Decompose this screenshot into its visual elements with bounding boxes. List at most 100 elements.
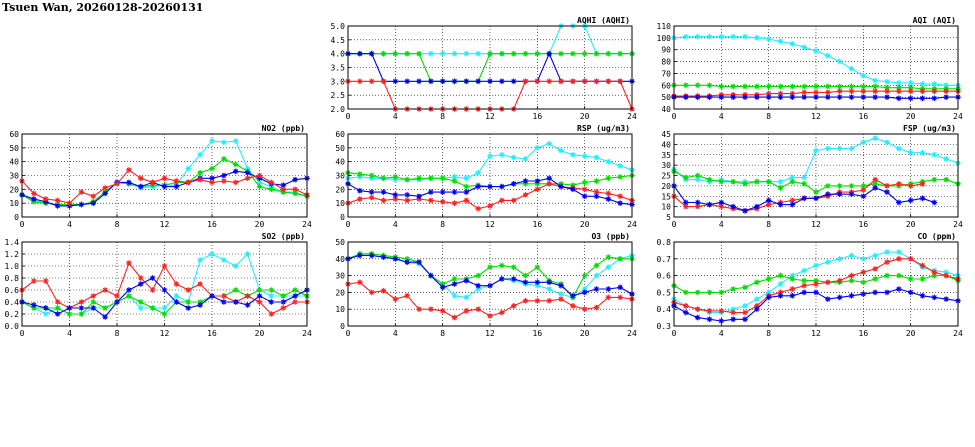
data-point [605, 254, 612, 260]
data-point [197, 151, 203, 158]
data-point [801, 195, 807, 202]
data-point [896, 249, 902, 255]
data-point [439, 308, 446, 314]
data-point [836, 145, 843, 152]
data-point [872, 289, 878, 296]
data-point [570, 151, 576, 158]
data-point [765, 294, 772, 301]
data-point [801, 94, 807, 100]
data-point [209, 293, 215, 299]
chart-title: AQHI (AQHI) [577, 16, 630, 25]
data-point [943, 296, 949, 302]
data-point [789, 201, 796, 208]
data-point [919, 195, 926, 202]
plot-frame [21, 241, 308, 327]
data-point [617, 200, 623, 206]
data-point [268, 287, 275, 293]
x-tick-label: 4 [719, 220, 724, 229]
data-point [292, 190, 298, 197]
data-point [872, 176, 878, 183]
data-point [860, 269, 867, 276]
data-point [860, 187, 867, 193]
series-line [673, 137, 959, 183]
data-point [931, 294, 938, 301]
data-point [66, 200, 73, 206]
data-point [256, 183, 263, 190]
data-point [66, 305, 73, 311]
data-point [463, 175, 470, 182]
data-point [683, 289, 689, 296]
y-tick-label: 0.0 [5, 322, 20, 331]
data-point [463, 50, 470, 57]
data-point [149, 179, 156, 186]
data-point [439, 281, 446, 287]
data-point [126, 260, 132, 266]
x-tick-label: 16 [859, 329, 869, 338]
data-point [789, 276, 796, 282]
data-point [718, 83, 725, 90]
data-point [102, 287, 108, 293]
data-point [836, 58, 843, 65]
data-point [754, 306, 760, 312]
data-point [475, 286, 481, 292]
x-tick-label: 24 [953, 220, 963, 229]
data-point [789, 292, 796, 299]
data-point [730, 306, 736, 312]
data-point [392, 256, 399, 262]
data-point [765, 90, 772, 97]
data-point [487, 264, 493, 270]
x-tick-label: 16 [533, 329, 543, 338]
x-tick-label: 24 [953, 329, 963, 338]
data-point [221, 178, 227, 184]
data-point [777, 201, 784, 208]
data-point [860, 279, 867, 286]
data-point [256, 287, 263, 293]
data-point [683, 174, 689, 181]
data-point [617, 174, 623, 180]
data-point [848, 277, 855, 284]
data-point [102, 185, 108, 191]
data-point [730, 203, 736, 210]
x-tick-label: 16 [207, 329, 217, 338]
data-point [487, 313, 493, 319]
plot-frame [347, 25, 633, 110]
x-tick-label: 12 [485, 112, 495, 121]
y-tick-label: 1.4 [5, 238, 20, 247]
data-point [357, 187, 363, 194]
data-point [884, 259, 890, 265]
data-point [907, 84, 914, 91]
data-point [439, 198, 446, 205]
data-point [884, 183, 890, 189]
x-tick-label: 8 [766, 220, 771, 229]
data-point [931, 269, 938, 276]
data-point [475, 306, 481, 312]
data-point [907, 183, 914, 189]
x-tick-label: 4 [719, 112, 724, 121]
data-point [137, 275, 144, 281]
y-tick-label: 3.5 [331, 64, 346, 73]
data-point [919, 292, 926, 299]
data-point [919, 88, 926, 95]
data-point [534, 186, 541, 193]
data-point [280, 293, 287, 299]
data-point [742, 303, 748, 309]
chart-title: AQI (AQI) [913, 16, 956, 25]
data-point [256, 179, 263, 186]
data-point [126, 287, 132, 293]
data-point [789, 90, 796, 97]
data-point [581, 50, 588, 57]
data-point [357, 279, 363, 286]
x-tick-label: 8 [440, 329, 445, 338]
data-point [943, 88, 949, 95]
data-point [765, 201, 772, 208]
data-point [884, 272, 890, 279]
y-tick-label: 20 [661, 182, 671, 191]
data-point [244, 251, 251, 257]
data-point [232, 161, 239, 168]
data-point [706, 289, 713, 296]
data-point [244, 175, 251, 182]
data-point [919, 276, 926, 282]
data-point [706, 316, 713, 323]
data-point [919, 95, 926, 102]
y-tick-label: 30 [9, 172, 19, 181]
